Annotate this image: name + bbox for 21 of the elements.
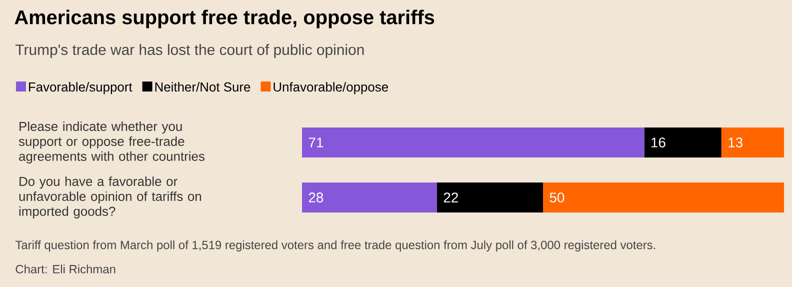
bar xyxy=(302,182,437,212)
bar xyxy=(721,128,784,158)
y-tick-label: Please indicate whether you support or oppose free-trade agreements with other countries xyxy=(18,122,204,164)
chart-title: Americans support free trade, oppose tariffs xyxy=(14,10,434,28)
legend-label: Unfavorable/oppose xyxy=(274,82,388,94)
bar xyxy=(543,182,784,212)
data-label: 50 xyxy=(550,192,564,202)
data-label: 28 xyxy=(308,192,324,202)
y-tick-label: Do you have a favorable or unfavorable opinion of tariffs on imported goods? xyxy=(19,176,201,218)
bar xyxy=(644,128,722,158)
legend-label: Favorable/support xyxy=(29,82,132,94)
text: Chart: Eli Richman xyxy=(16,264,116,274)
data-label: 16 xyxy=(651,138,666,148)
bar xyxy=(436,182,544,212)
text: Tariff question from March poll of 1,519 registered voters and free trade question from July poll of 3,000 registered voters. xyxy=(15,240,656,252)
chart-subtitle: Trump's trade war has lost the court of public opinion xyxy=(16,44,364,58)
legend-label: Neither/Not Sure xyxy=(155,82,250,92)
data-label: 22 xyxy=(444,192,458,202)
bar xyxy=(302,128,644,158)
data-label: 71 xyxy=(308,138,324,148)
data-label: 13 xyxy=(728,138,742,148)
